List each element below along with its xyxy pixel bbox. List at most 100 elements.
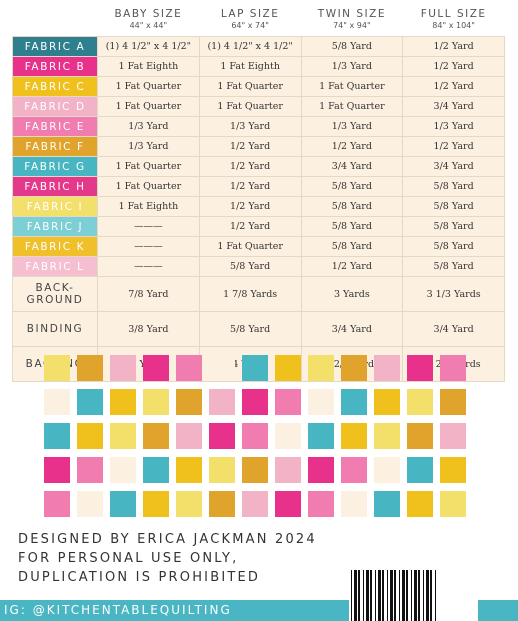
quilt-square: [110, 457, 136, 483]
amount: 1/3 Yard: [300, 56, 404, 77]
size-name: LAP SIZE: [220, 8, 280, 20]
quilt-square: [407, 423, 433, 449]
barcode-bar: [405, 570, 406, 621]
barcode-bar: [384, 570, 387, 621]
quilt-square: [308, 389, 334, 415]
quilt-square: [143, 457, 169, 483]
quilt-square: [110, 355, 136, 381]
amount: (1) 4 1/2" x 4 1/2": [97, 36, 200, 57]
barcode-bar: [418, 570, 420, 621]
amount: ———: [97, 216, 200, 237]
barcode-bar: [352, 570, 354, 621]
barcode-bar: [393, 570, 394, 621]
amount: 1/2 Yard: [198, 196, 302, 217]
quilt-square: [374, 423, 400, 449]
table-row: BINDING 3/8 Yard 5/8 Yard 3/4 Yard 3/4 Yard: [12, 311, 505, 347]
amount: 1 Fat Eighth: [97, 56, 200, 77]
quilt-square: [77, 389, 103, 415]
amount: 1 Fat Quarter: [300, 96, 404, 117]
quilt-square: [407, 389, 433, 415]
amount: 1 Fat Quarter: [97, 156, 200, 177]
quilt-square: [242, 389, 268, 415]
quilt-square: [77, 457, 103, 483]
quilt-square: [143, 355, 169, 381]
barcode-bar: [408, 570, 411, 621]
barcode-bar: [388, 570, 390, 621]
barcode-bar: [417, 570, 418, 621]
quilt-square: [242, 491, 268, 517]
amount: 1 Fat Quarter: [97, 76, 200, 97]
size-dims: 64" x 74": [231, 21, 269, 30]
corner: [13, 4, 98, 37]
social-bar: IG: @KITCHENTABLEQUILTING: [0, 600, 349, 621]
quilt-square: [110, 423, 136, 449]
size-name: TWIN SIZE: [317, 8, 386, 20]
fabric-label: FABRIC E: [12, 116, 98, 137]
barcode-bar: [387, 570, 388, 621]
table-row: FABRIC A (1) 4 1/2" x 4 1/2" (1) 4 1/2" x …: [12, 36, 505, 57]
amount: 3/8 Yard: [97, 311, 200, 347]
amount: 1/3 Yard: [97, 136, 200, 157]
quilt-square: [440, 355, 466, 381]
quilt-square: [44, 389, 70, 415]
amount: 1/3 Yard: [402, 116, 505, 137]
quilt-square: [110, 491, 136, 517]
quilt-square: [77, 355, 103, 381]
fabric-label: FABRIC D: [12, 96, 98, 117]
barcode-bar: [369, 570, 370, 621]
barcode-bar: [378, 570, 381, 621]
barcode-bar: [436, 570, 438, 621]
amount: 3/4 Yard: [300, 156, 404, 177]
quilt-square: [209, 491, 235, 517]
quilt-square: [242, 423, 268, 449]
amount: 5/8 Yard: [300, 176, 404, 197]
table-row: FABRIC E 1/3 Yard 1/3 Yard 1/3 Yard 1/3 Yard: [12, 116, 505, 137]
quilt-square: [440, 491, 466, 517]
size-name: BABY SIZE: [114, 8, 183, 20]
barcode-bar: [412, 570, 414, 621]
barcode-bar: [435, 570, 436, 621]
fabric-label: FABRIC K: [12, 236, 98, 257]
barcode-bar: [430, 570, 432, 621]
quilt-square: [176, 389, 202, 415]
quilt-square: [209, 457, 235, 483]
barcode-bar: [400, 570, 402, 621]
fabric-label: FABRIC L: [12, 256, 98, 277]
barcode-bar: [414, 570, 417, 621]
quilt-square: [209, 389, 235, 415]
amount: 1/2 Yard: [198, 216, 302, 237]
amount: 1/2 Yard: [402, 76, 505, 97]
credit-line: DESIGNED BY ERICA JACKMAN 2024: [18, 532, 317, 547]
quilt-square: [209, 423, 235, 449]
credits: DESIGNED BY ERICA JACKMAN 2024 FOR PERSON…: [18, 530, 317, 587]
amount: 5/8 Yard: [300, 236, 404, 257]
barcode: [349, 570, 471, 621]
barcode-bar: [420, 570, 423, 621]
table-row: FABRIC F 1/3 Yard 1/2 Yard 1/2 Yard 1/2 Yard: [12, 136, 505, 157]
fabric-label: BACK-GROUND: [12, 276, 98, 312]
barcode-bar: [390, 570, 393, 621]
amount: 5/8 Yard: [402, 176, 505, 197]
quilt-square: [341, 457, 367, 483]
size-dims: 84" x 104": [432, 21, 475, 30]
amount: 1 Fat Quarter: [198, 96, 302, 117]
barcode-bar: [381, 570, 382, 621]
quilt-square: [407, 457, 433, 483]
barcode-bar: [372, 570, 375, 621]
amount: 1/2 Yard: [402, 136, 505, 157]
quilt-square: [440, 457, 466, 483]
quilt-square: [77, 423, 103, 449]
barcode-bar: [399, 570, 400, 621]
amount: 5/8 Yard: [300, 216, 404, 237]
barcode-bar: [424, 570, 426, 621]
quilt-square: [44, 355, 70, 381]
amount: 1 Fat Quarter: [198, 76, 302, 97]
fabric-label: BINDING: [12, 311, 98, 347]
barcode-bar: [411, 570, 412, 621]
quilt-square: [407, 355, 433, 381]
quilt-square: [44, 491, 70, 517]
